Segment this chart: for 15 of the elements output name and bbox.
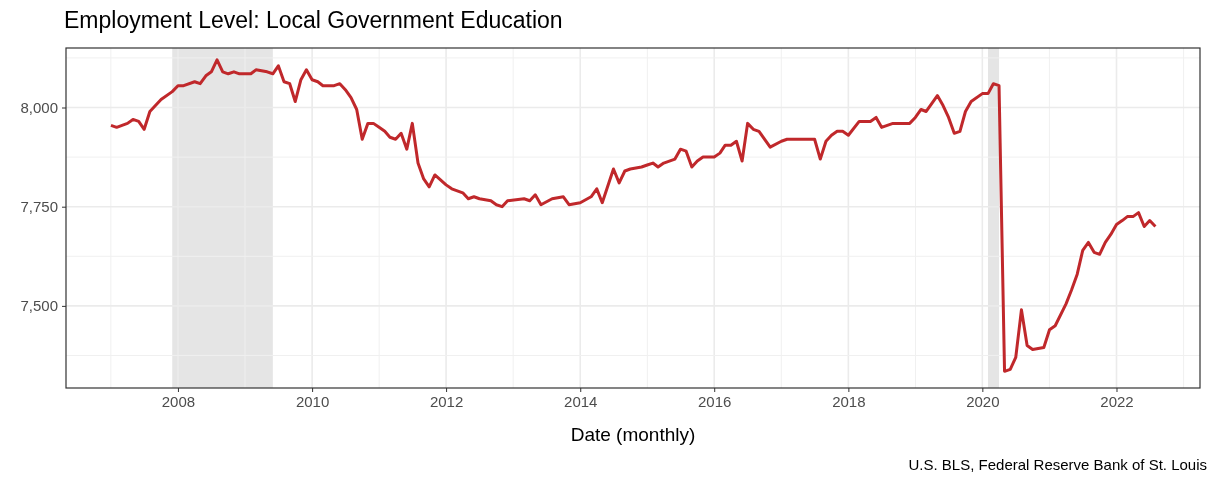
x-tick-label: 2018 [832,392,866,410]
x-tick-label: 2022 [1100,392,1134,410]
x-tick-label: 2020 [966,392,1000,410]
x-tick-label: 2008 [161,392,196,410]
x-tick-label: 2012 [429,392,464,410]
x-tick-label: 2010 [295,392,330,410]
y-tick-label: 7,750 [20,197,58,215]
x-axis-title: Date (monthly) [570,424,696,445]
chart-title: Employment Level: Local Government Education [64,7,563,33]
x-tick-label: 2014 [564,392,598,410]
x-tick-label: 2016 [698,392,732,410]
text: U.S. BLS, Federal Reserve Bank of St. Louis [908,456,1207,473]
y-tick-label: 8,000 [20,98,58,116]
y-tick-label: 7,500 [20,297,58,315]
line-series [109,58,1157,373]
